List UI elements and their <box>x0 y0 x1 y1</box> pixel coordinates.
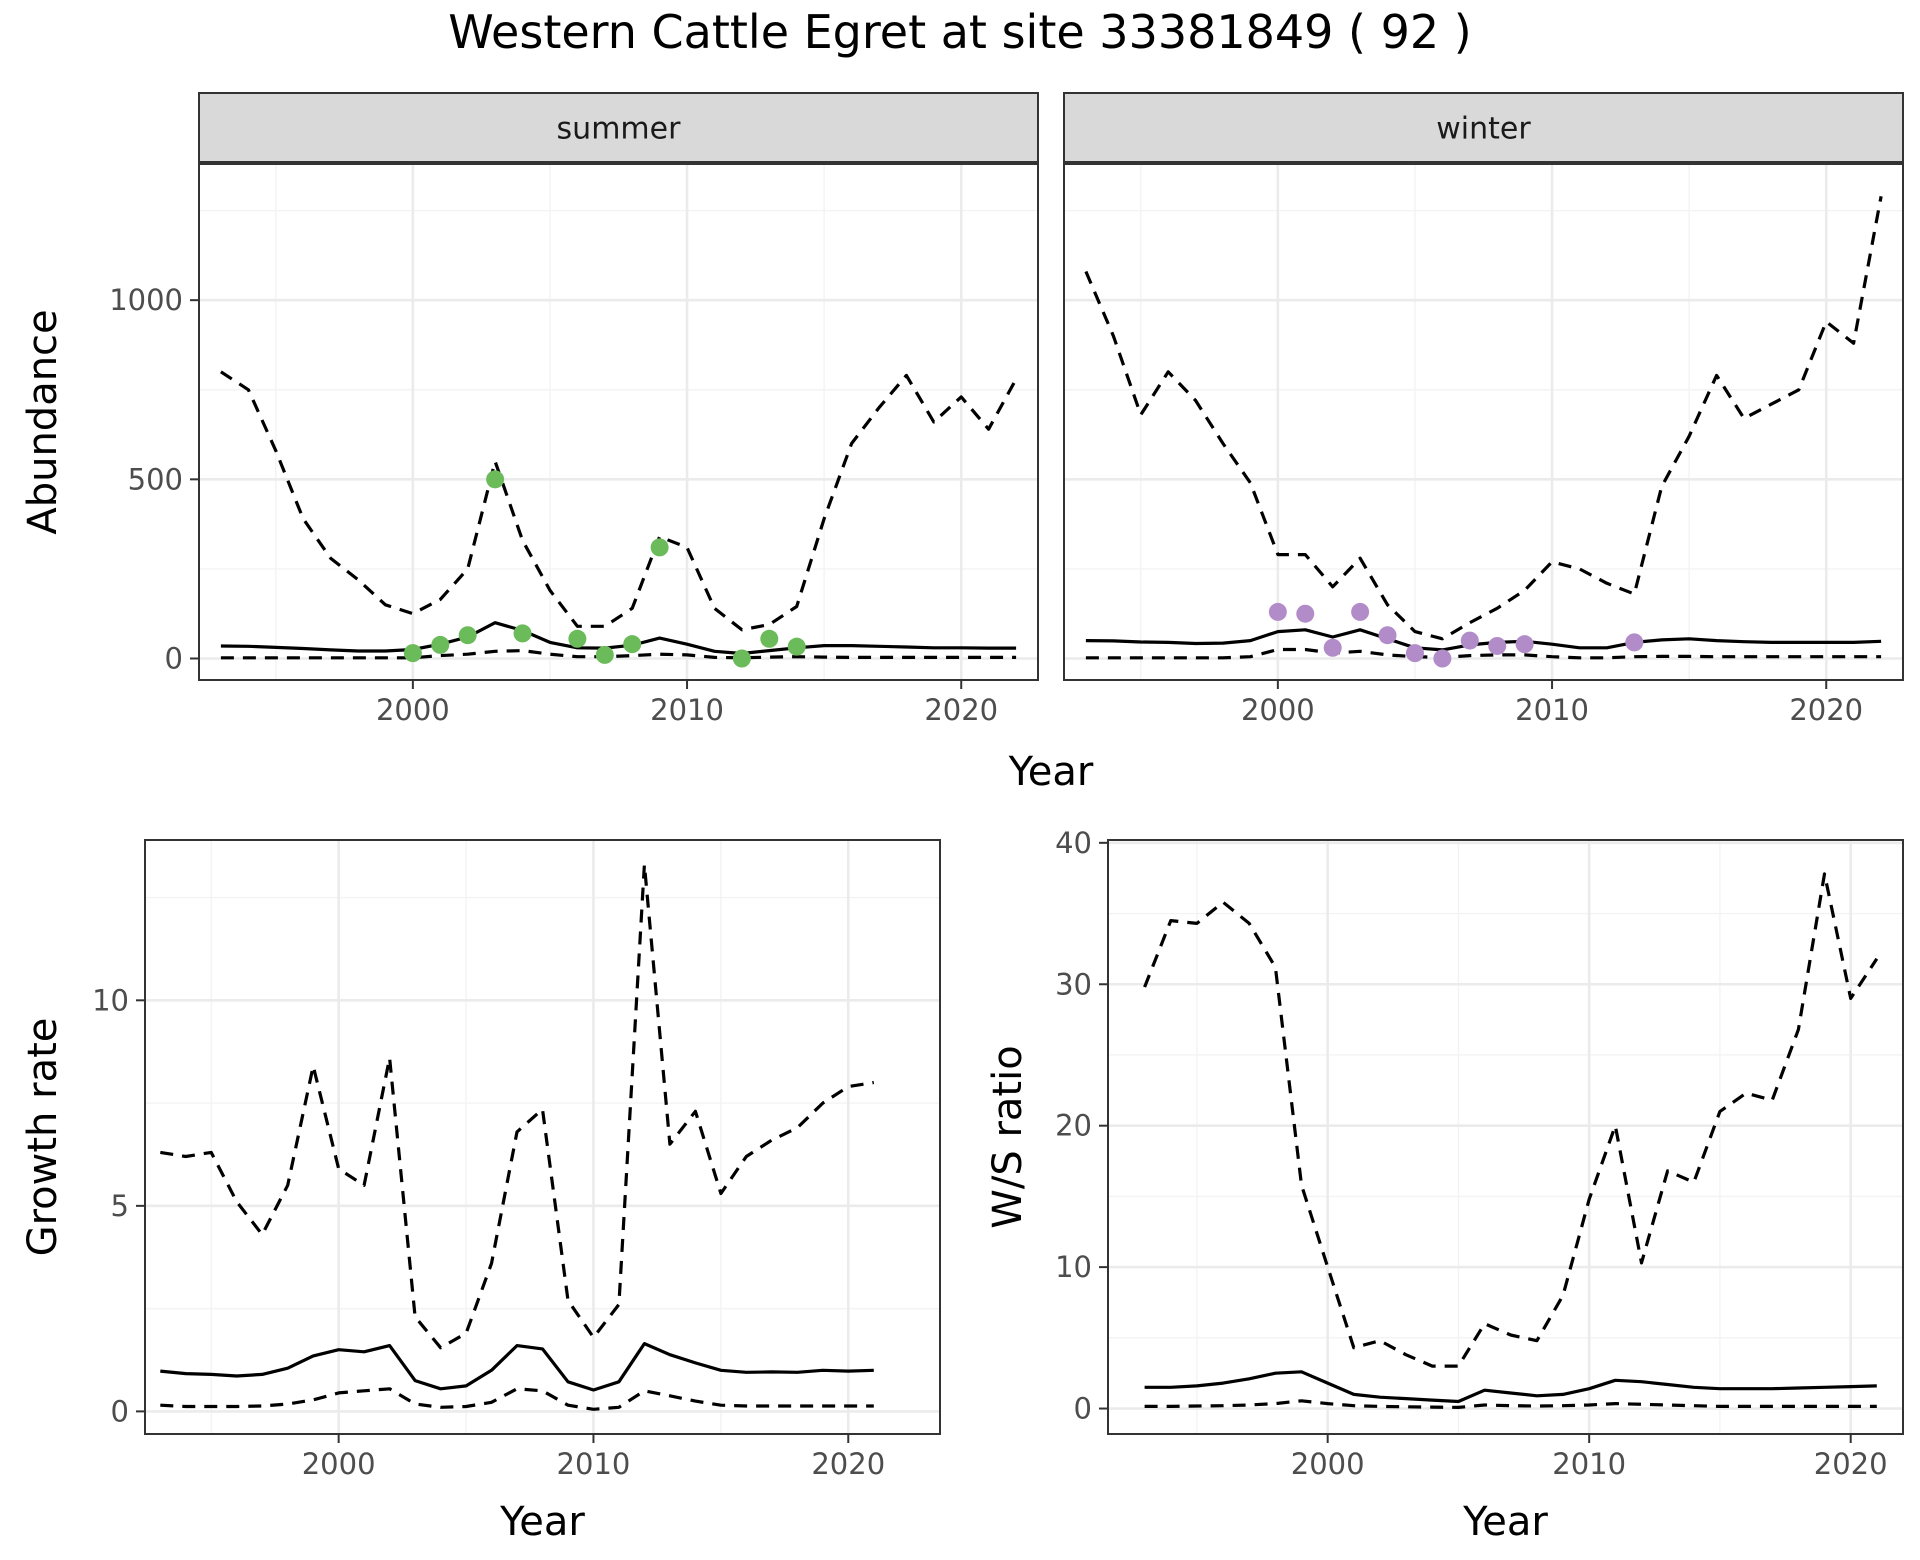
x-axis-title: Year <box>499 1499 585 1545</box>
data-point <box>486 470 505 489</box>
panel-border <box>1063 163 1904 681</box>
facet-strip-label: summer <box>557 112 682 147</box>
data-point <box>732 649 751 668</box>
y-tick-label: 1000 <box>109 283 183 317</box>
data-point <box>760 629 779 648</box>
data-point <box>1296 604 1315 623</box>
top-x-axis-title: Year <box>1008 749 1094 795</box>
panel-ratio: 2000 2010 2020 0 10 20 30 40 W/S ratio Year <box>985 826 1904 1545</box>
x-tick-label: 2020 <box>811 1447 885 1481</box>
panel-border <box>144 839 941 1435</box>
data-point <box>403 644 422 663</box>
x-tick-label: 2010 <box>557 1447 631 1481</box>
y-tick-label: 30 <box>1055 967 1092 1001</box>
data-point <box>1351 602 1370 621</box>
data-point <box>513 624 532 643</box>
data-point <box>1433 649 1452 668</box>
data-point <box>623 635 642 654</box>
y-tick-label: 40 <box>1055 826 1092 860</box>
y-tick-label: 0 <box>111 1394 129 1428</box>
x-tick-label: 2020 <box>924 693 998 727</box>
series-line-upper <box>160 863 875 1350</box>
data-point <box>1405 644 1424 663</box>
panel-summer: summer 2000 2010 2020 0 500 1000 Abundance <box>20 92 1039 727</box>
x-tick-label: 2020 <box>1789 693 1863 727</box>
y-axis-title: Growth rate <box>20 1018 66 1257</box>
data-point <box>1460 631 1479 650</box>
data-point <box>431 635 450 654</box>
x-tick-label: 2000 <box>376 693 450 727</box>
data-point <box>1268 602 1287 621</box>
x-tick-label: 2000 <box>1291 1447 1365 1481</box>
series-line-mean <box>1144 1370 1877 1404</box>
panel-border <box>1107 839 1904 1435</box>
data-point <box>595 645 614 664</box>
data-point <box>1378 626 1397 645</box>
panel-growth: 2000 2010 2020 0 5 10 Growth rate Year <box>20 839 941 1545</box>
y-tick-label: 500 <box>128 462 183 496</box>
series-line-upper <box>1084 196 1883 641</box>
data-point <box>458 626 477 645</box>
facet-strip <box>198 92 1039 163</box>
y-tick-label: 5 <box>111 1189 129 1223</box>
x-axis-title: Year <box>1462 1499 1548 1545</box>
data-point <box>650 538 669 557</box>
figure-title: Western Cattle Egret at site 33381849 ( … <box>448 5 1471 59</box>
x-tick-label: 2020 <box>1814 1447 1888 1481</box>
y-tick-label: 0 <box>165 642 183 676</box>
series-line-mean <box>220 621 1017 656</box>
series-line-mean <box>1085 628 1882 652</box>
x-tick-label: 2010 <box>1552 1447 1626 1481</box>
series-line-lower <box>1144 1399 1877 1409</box>
data-point <box>1488 636 1507 655</box>
y-axis-title: Abundance <box>20 309 66 534</box>
series-line-lower <box>160 1387 874 1411</box>
y-tick-label: 0 <box>1074 1392 1092 1426</box>
series-line-upper <box>1143 872 1879 1368</box>
y-axis-title: W/S ratio <box>985 1045 1031 1228</box>
series-line-lower <box>220 649 1017 660</box>
x-tick-label: 2000 <box>302 1447 376 1481</box>
data-point <box>1323 638 1342 657</box>
data-point <box>787 637 806 656</box>
data-point <box>1625 633 1644 652</box>
series-line-upper <box>220 370 1018 632</box>
y-tick-label: 20 <box>1055 1109 1092 1143</box>
x-tick-label: 2010 <box>650 693 724 727</box>
panel-border <box>198 163 1039 681</box>
x-tick-label: 2010 <box>1515 693 1589 727</box>
y-tick-label: 10 <box>92 983 129 1017</box>
y-tick-label: 10 <box>1055 1250 1092 1284</box>
x-tick-label: 2000 <box>1241 693 1315 727</box>
facet-strip <box>1063 92 1904 163</box>
panel-winter: winter 2000 2010 2020 <box>1063 92 1904 727</box>
facet-strip-label: winter <box>1436 112 1531 147</box>
series-line-lower <box>1085 647 1882 660</box>
data-point <box>1515 635 1534 654</box>
data-point <box>568 629 587 648</box>
series-line-mean <box>160 1342 874 1392</box>
